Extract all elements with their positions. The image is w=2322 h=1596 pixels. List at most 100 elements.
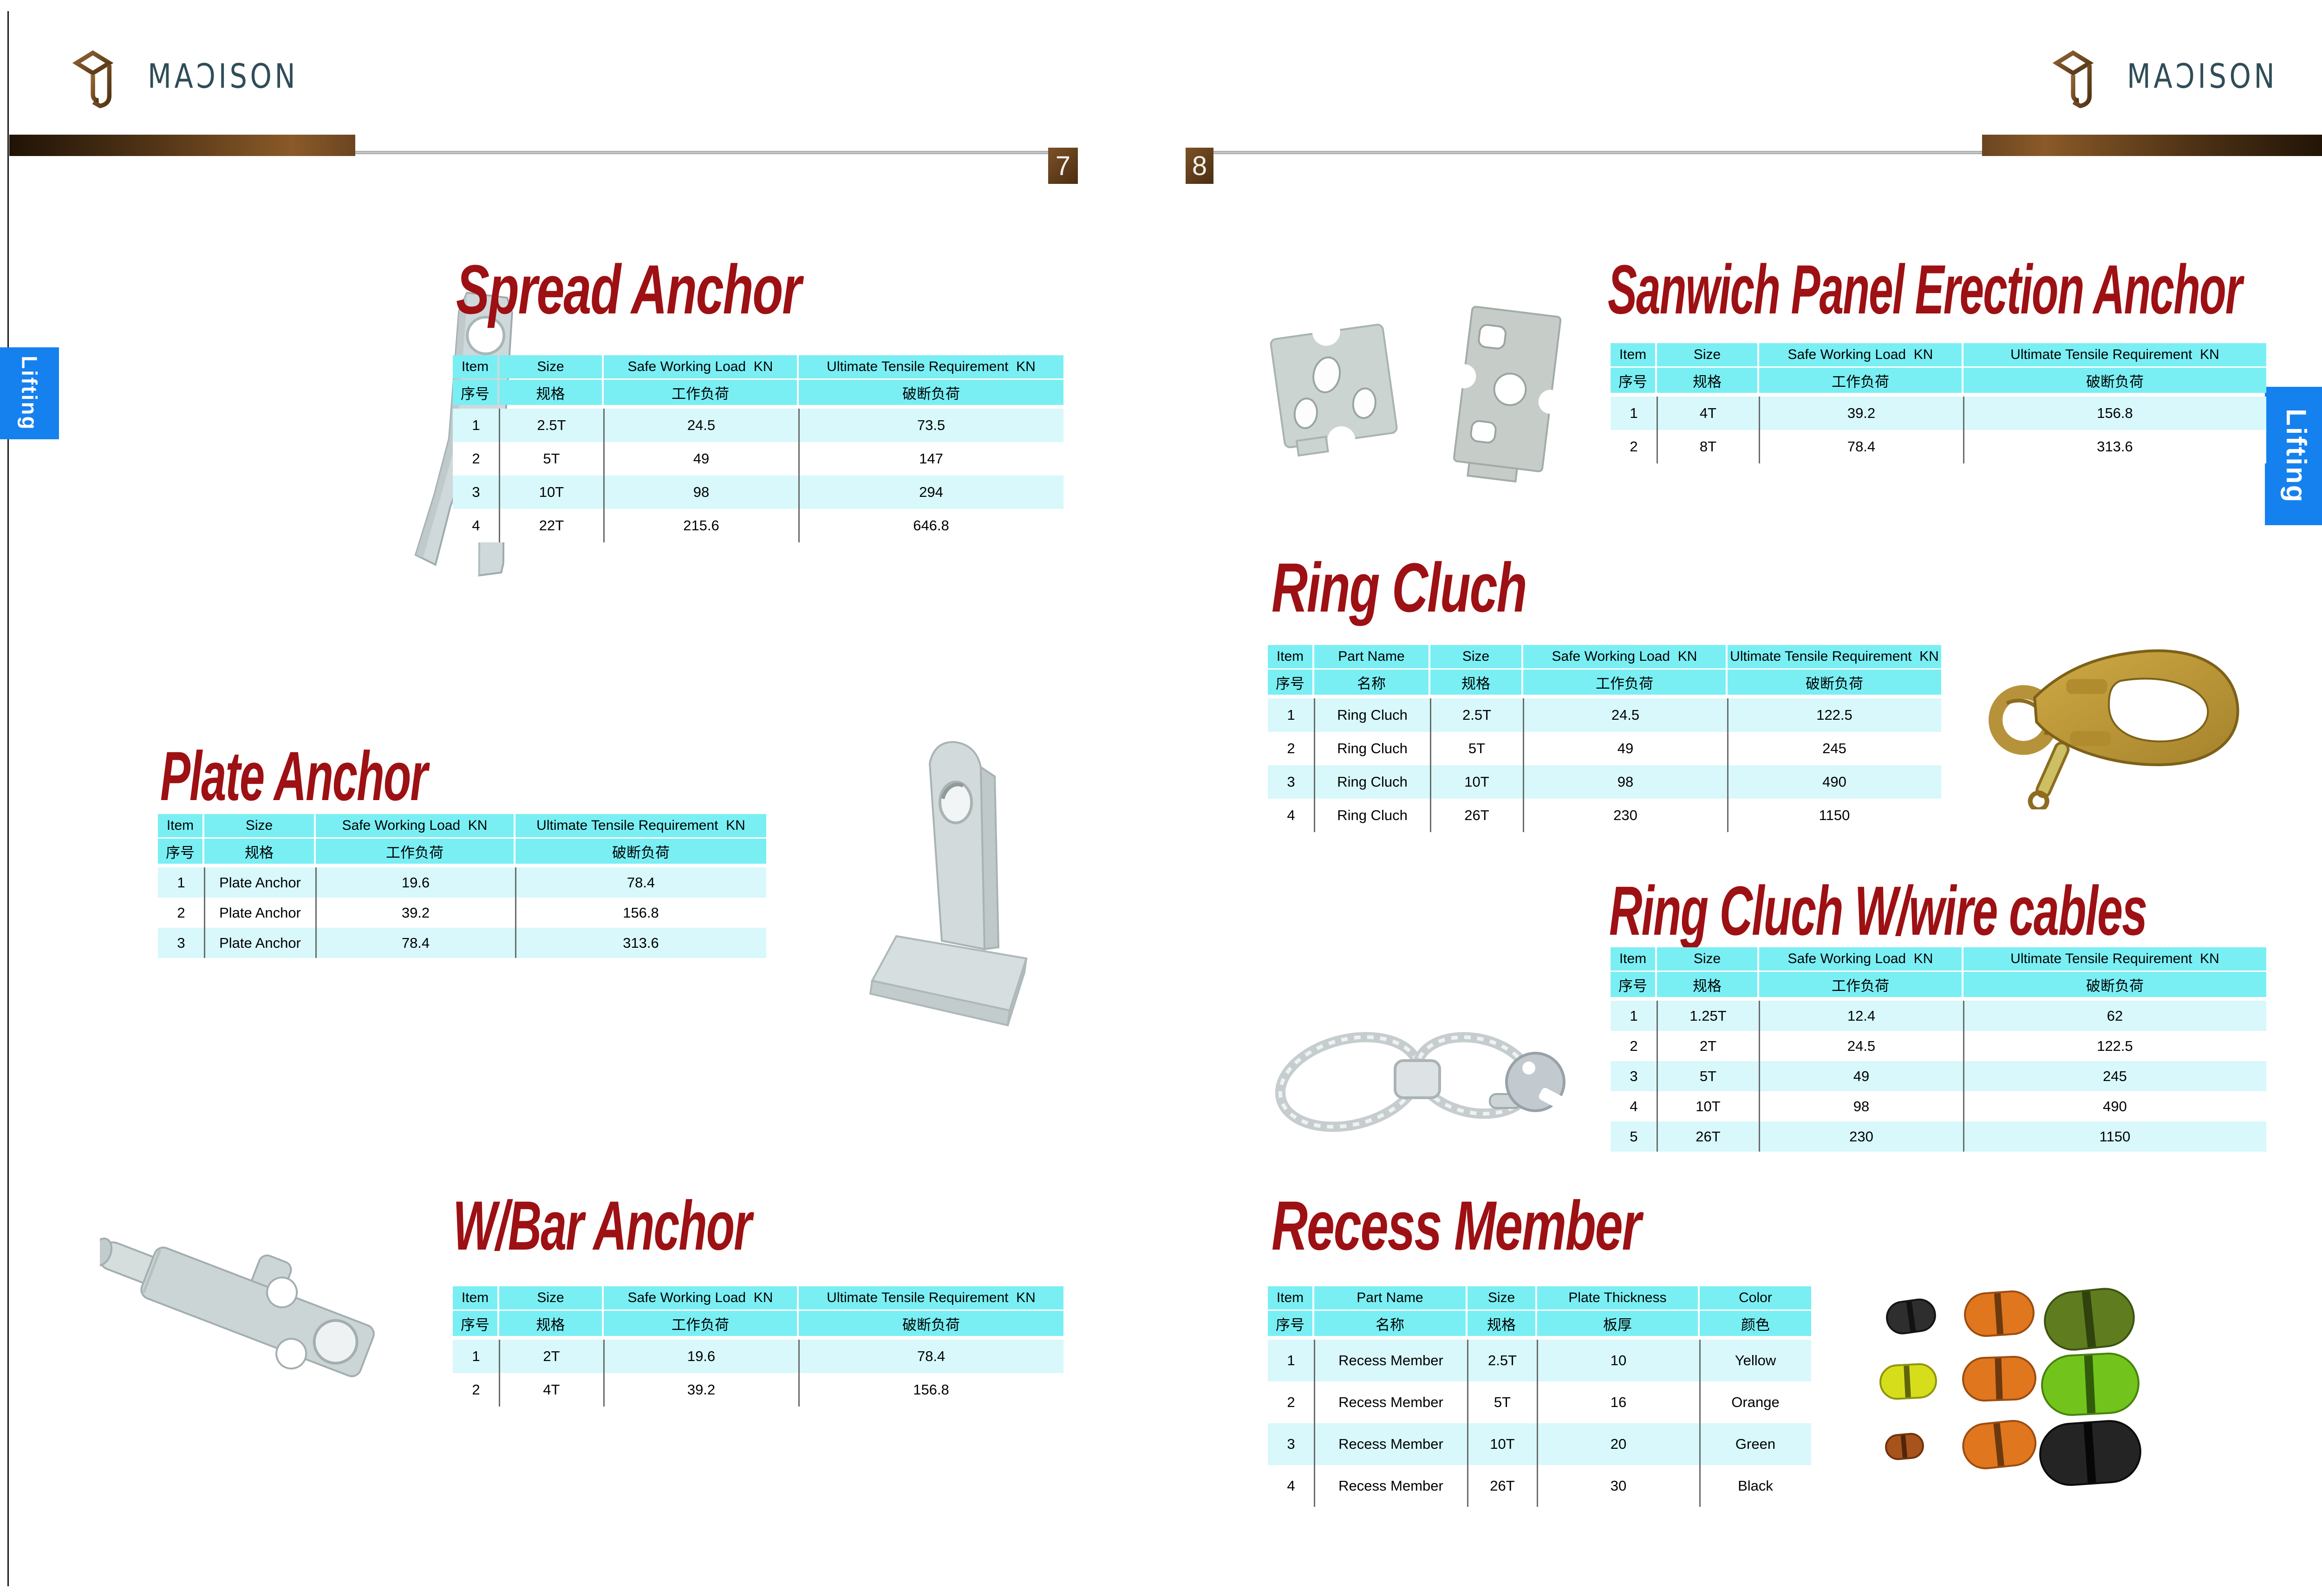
table-cell: Orange <box>1731 1394 1780 1410</box>
table-body: 1 Plate Anchor 19.6 78.4 2 Plate Anchor 39.2 15… <box>158 867 766 958</box>
table-cell: 1150 <box>2099 1128 2131 1145</box>
table-cell: 24.5 <box>687 417 716 433</box>
table-body: 1 Ring Cluch 2.5T 24.5 122.5 2 Ring Cluch 5T 49 2… <box>1268 698 1941 832</box>
table-row: 4 Recess Member 26T 30 Black <box>1268 1465 1811 1507</box>
table-cell: 78.4 <box>917 1348 946 1364</box>
column-header: 破断负荷 <box>1728 670 1941 695</box>
column-header: Item <box>1611 947 1655 971</box>
table-cell: 78.4 <box>401 934 430 951</box>
table-body: 1 2.5T 24.5 73.5 2 5T 49 147 3 10T 98 294 4 22T 215.6 6… <box>453 409 1063 542</box>
column-header: Safe Working Load KN <box>316 814 514 837</box>
column-header: 破断负荷 <box>515 839 766 864</box>
column-header: 序号 <box>1611 368 1655 393</box>
column-header: 序号 <box>1611 972 1655 997</box>
table-cell: 2.5T <box>1462 707 1492 723</box>
table-row: 2 Ring Cluch 5T 49 245 <box>1268 732 1941 765</box>
column-header: Item <box>453 1286 497 1309</box>
column-header: 工作负荷 <box>1759 972 1962 997</box>
table-cell: 26T <box>1696 1128 1721 1145</box>
table-cell: 1.25T <box>1689 1007 1727 1024</box>
table-cell: Ring Cluch <box>1337 807 1408 823</box>
column-header: 序号 <box>1268 670 1312 695</box>
table-body: 1 4T 39.2 156.8 2 8T 78.4 313.6 <box>1611 397 2266 463</box>
table-cell: 245 <box>2103 1068 2127 1084</box>
table-cell: 19.6 <box>687 1348 716 1364</box>
table-header-row: 序号 名称 规格 板厚 颜色 <box>1268 1311 1811 1336</box>
column-header: 颜色 <box>1700 1311 1811 1336</box>
column-divider <box>798 409 800 542</box>
section-title-ring-cluch-wire: Ring Cluch W/wire cables <box>1609 872 2147 950</box>
column-header: 工作负荷 <box>604 1311 797 1336</box>
header-bar-left <box>9 135 355 156</box>
column-header: 破断负荷 <box>1963 368 2266 393</box>
table-cell: 98 <box>693 484 710 500</box>
table-cell: 4T <box>1699 405 1717 421</box>
table-cell: Plate Anchor <box>219 934 301 951</box>
ring-cluch-wire-cables-photo <box>1275 1032 1565 1132</box>
brand-wordmark: MAƆISON <box>2127 57 2278 96</box>
table-cell: 26T <box>1490 1478 1515 1494</box>
column-header: 规格 <box>1657 972 1757 997</box>
column-header: 规格 <box>1657 368 1757 393</box>
section-title-recess-member: Recess Member <box>1272 1186 1642 1264</box>
column-divider <box>1467 1340 1468 1507</box>
column-divider <box>1430 698 1431 832</box>
column-divider <box>499 409 500 542</box>
table-cell: 22T <box>539 517 564 534</box>
header-rule-right <box>1213 151 1982 154</box>
table-cell: Recess Member <box>1338 1436 1443 1452</box>
table-cell: 4 <box>472 517 480 534</box>
column-divider <box>1963 1001 1964 1152</box>
table-row: 2 Recess Member 5T 16 Orange <box>1268 1381 1811 1423</box>
table-cell: 8T <box>1699 438 1717 455</box>
table-cell: 2T <box>543 1348 560 1364</box>
table-cell: 4 <box>1287 1478 1295 1494</box>
table-cell: 19.6 <box>401 874 430 891</box>
table-cell: 122.5 <box>1816 707 1852 723</box>
table-cell: 1 <box>472 1348 480 1364</box>
table-row: 1 Ring Cluch 2.5T 24.5 122.5 <box>1268 698 1941 732</box>
section-title-sanwich-panel: Sanwich Panel Erection Anchor <box>1608 250 2243 328</box>
table-header-row: Item Part Name Size Plate Thickness Color <box>1268 1286 1811 1309</box>
column-divider <box>1523 698 1524 832</box>
table-cell: 3 <box>1630 1068 1638 1084</box>
table-cell: 24.5 <box>1847 1037 1876 1054</box>
column-header: 序号 <box>158 839 202 864</box>
table-cell: 294 <box>919 484 943 500</box>
table-cell: 245 <box>1822 740 1846 756</box>
table-cell: 156.8 <box>2097 405 2133 421</box>
table-cell: Ring Cluch <box>1337 707 1408 723</box>
table-cell: 5T <box>1468 740 1486 756</box>
table-cell: Plate Anchor <box>219 904 301 921</box>
table-cell: 1 <box>1287 707 1295 723</box>
madison-cube-icon <box>72 50 114 109</box>
column-header: 序号 <box>1268 1311 1312 1336</box>
ring-cluch-wire-table: Item Size Safe Working Load KN Ultimate Ten… <box>1611 947 2266 1152</box>
table-header-row: 序号 规格 工作负荷 破断负荷 <box>453 1311 1063 1336</box>
table-cell: 78.4 <box>1847 438 1876 455</box>
table-cell: 156.8 <box>623 904 659 921</box>
column-divider <box>1657 1001 1658 1152</box>
column-header: 工作负荷 <box>1523 670 1726 695</box>
left-page-edge <box>7 11 9 1586</box>
table-cell: 10T <box>1696 1098 1721 1114</box>
column-header: Item <box>1611 343 1655 366</box>
plate-anchor-photo <box>869 741 1028 1027</box>
table-cell: 230 <box>1849 1128 1873 1145</box>
recess-member-table: Item Part Name Size Plate Thickness Color 序号名… <box>1268 1286 1811 1507</box>
column-header: 工作负荷 <box>604 380 797 405</box>
table-header-row: Item Size Safe Working Load KN Ultimate Ten… <box>1611 947 2266 971</box>
column-header: 板厚 <box>1537 1311 1698 1336</box>
table-cell: Yellow <box>1735 1352 1776 1368</box>
table-row: 3 10T 98 294 <box>453 476 1063 509</box>
table-cell: 4 <box>1287 807 1295 823</box>
table-header-row: 序号 规格 工作负荷 破断负荷 <box>1611 368 2266 393</box>
column-header: Ultimate Tensile Requirement KN <box>799 1286 1063 1309</box>
table-row: 1 Plate Anchor 19.6 78.4 <box>158 867 766 898</box>
table-cell: Recess Member <box>1338 1352 1443 1368</box>
column-header: 规格 <box>1468 1311 1535 1336</box>
table-cell: 2 <box>1287 1394 1295 1410</box>
column-header: Part Name <box>1314 645 1428 668</box>
table-cell: 5T <box>543 450 560 467</box>
